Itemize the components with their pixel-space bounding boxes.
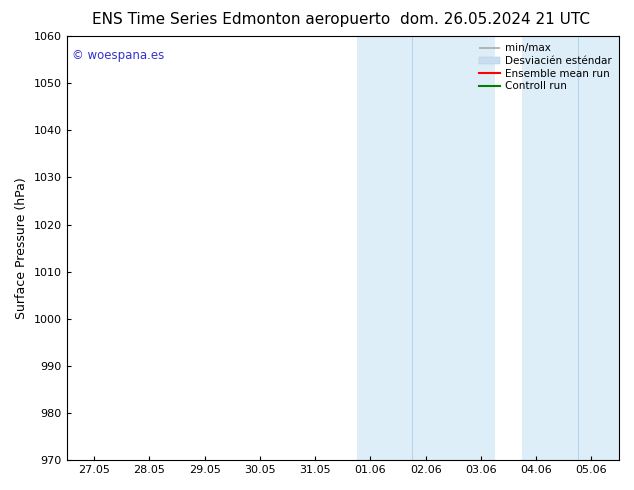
Bar (522, 36, 619, 460)
Y-axis label: Surface Pressure (hPa): Surface Pressure (hPa) (15, 177, 28, 319)
Bar (356, 36, 495, 460)
Legend: min/max, Desviacién esténdar, Ensemble mean run, Controll run: min/max, Desviacién esténdar, Ensemble m… (477, 41, 614, 93)
Text: ENS Time Series Edmonton aeropuerto: ENS Time Series Edmonton aeropuerto (92, 12, 390, 27)
Text: dom. 26.05.2024 21 UTC: dom. 26.05.2024 21 UTC (399, 12, 590, 27)
Text: © woespana.es: © woespana.es (72, 49, 164, 62)
